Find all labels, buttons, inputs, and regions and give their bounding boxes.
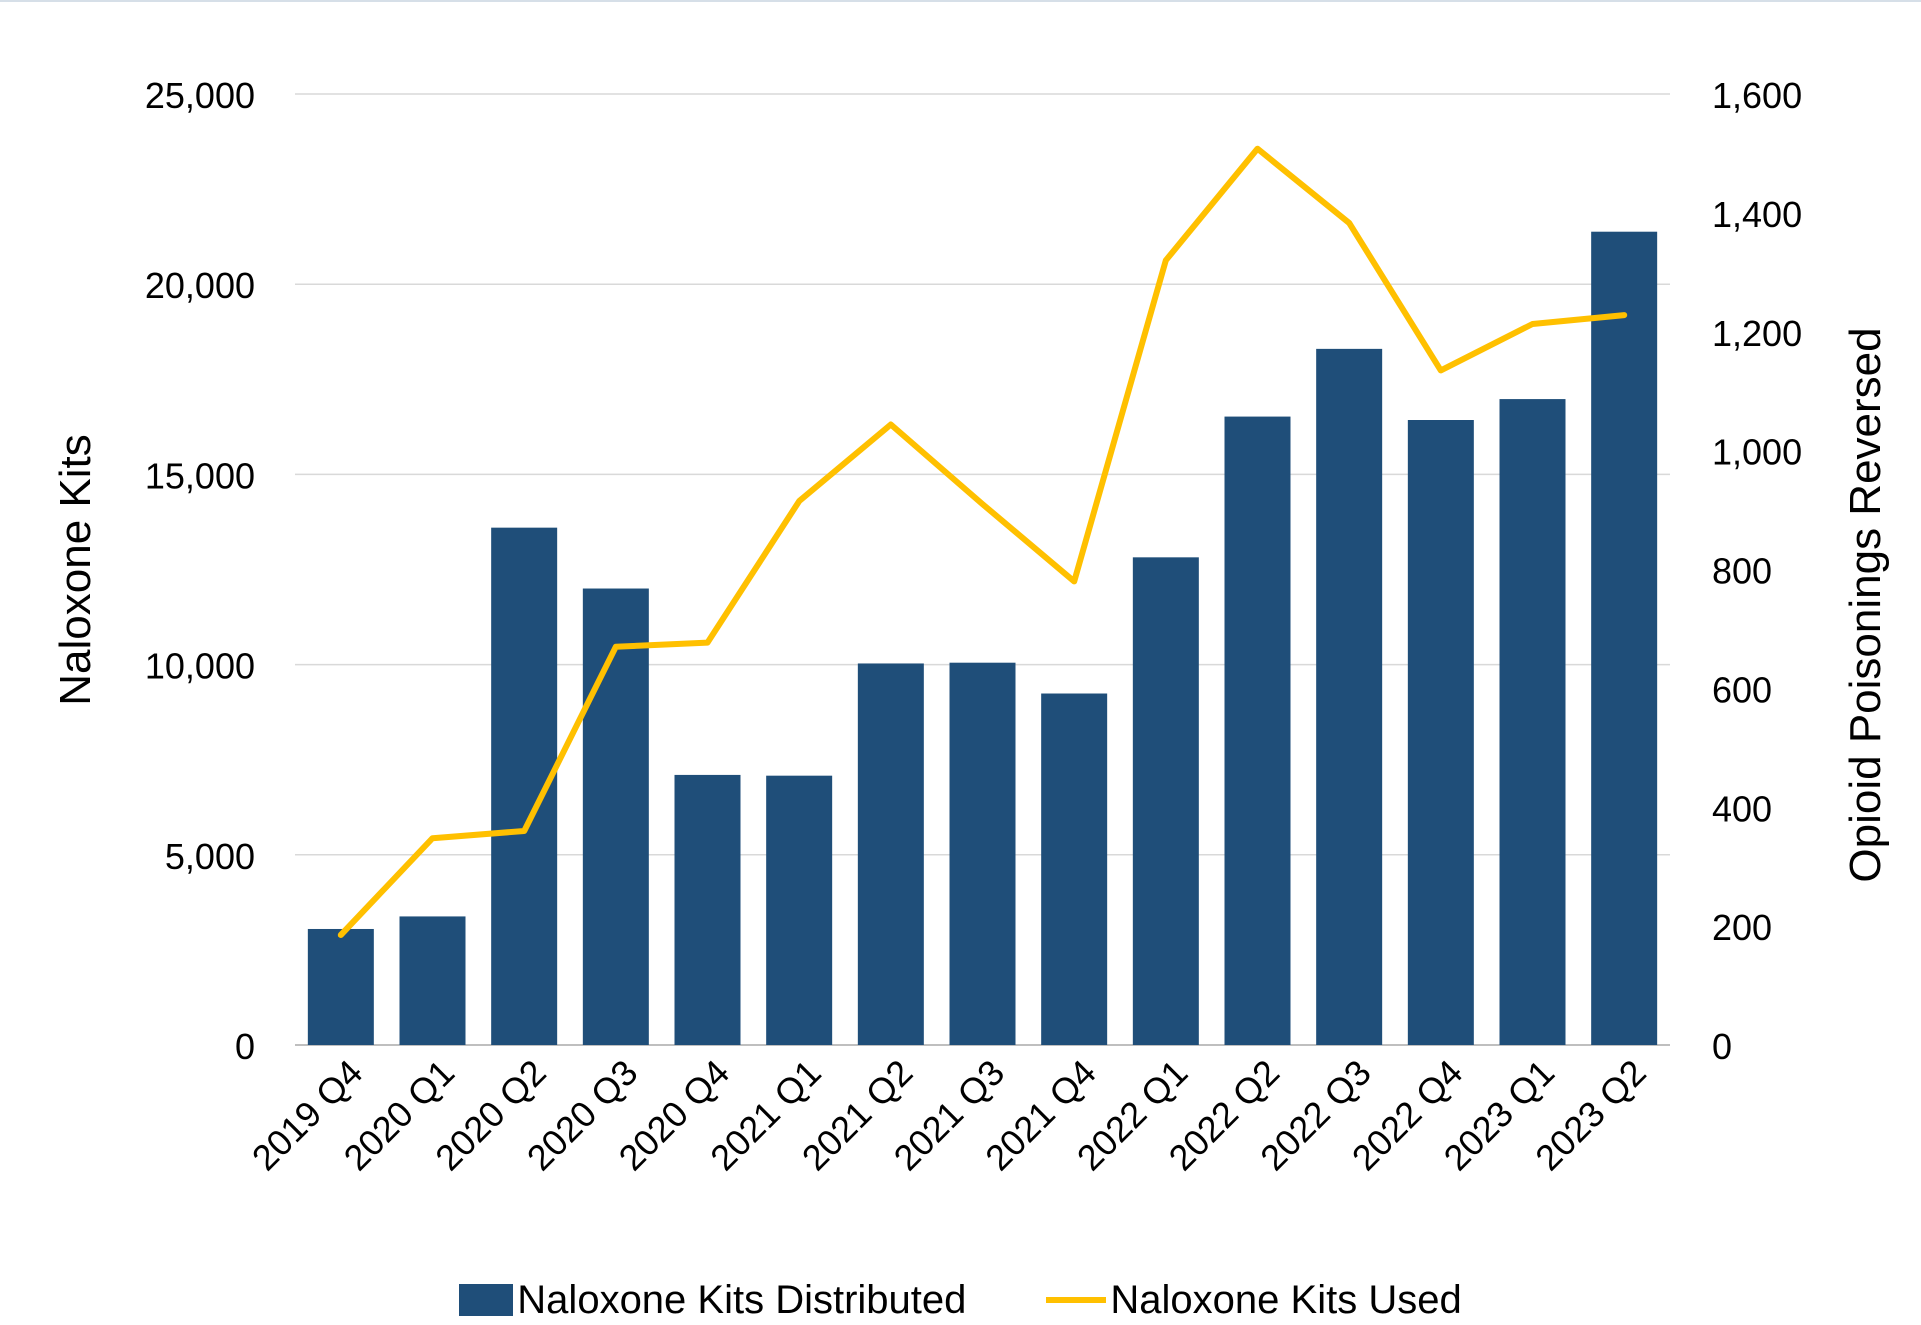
legend-label-bars: Naloxone Kits Distributed bbox=[517, 1277, 967, 1322]
y-tick-label: 10,000 bbox=[145, 646, 255, 687]
line-point bbox=[890, 423, 892, 425]
line-point bbox=[982, 503, 983, 505]
line-point bbox=[1623, 314, 1625, 316]
bar bbox=[857, 663, 924, 1045]
line-point bbox=[432, 837, 433, 839]
y2-tick-label: 1,600 bbox=[1712, 75, 1802, 116]
y2-tick-label: 1,400 bbox=[1712, 194, 1802, 235]
bar bbox=[1407, 420, 1474, 1045]
chart-legend: Naloxone Kits Distributed Naloxone Kits … bbox=[0, 1278, 1921, 1322]
y2-tick-label: 400 bbox=[1712, 788, 1772, 829]
bar bbox=[674, 774, 741, 1045]
y2-tick-label: 200 bbox=[1712, 907, 1772, 948]
line-point bbox=[798, 500, 800, 502]
left-axis-title: Naloxone Kits bbox=[51, 434, 100, 705]
legend-label-line: Naloxone Kits Used bbox=[1110, 1277, 1462, 1322]
line-point bbox=[1165, 259, 1167, 261]
bar bbox=[1316, 348, 1383, 1045]
bar bbox=[766, 775, 833, 1045]
bar bbox=[582, 588, 649, 1045]
left-axis-ticks: 0 5,000 10,000 15,000 20,000 25,000 bbox=[145, 75, 255, 1067]
bar bbox=[1132, 557, 1199, 1045]
y2-tick-label: 800 bbox=[1712, 551, 1772, 592]
bar bbox=[949, 662, 1016, 1045]
bar bbox=[1224, 416, 1291, 1045]
y2-tick-label: 1,000 bbox=[1712, 432, 1802, 473]
line-point bbox=[707, 642, 708, 644]
y-tick-label: 15,000 bbox=[145, 455, 255, 496]
y2-tick-label: 1,200 bbox=[1712, 313, 1802, 354]
bar bbox=[1499, 399, 1566, 1045]
legend-swatch-line bbox=[1046, 1297, 1107, 1303]
y-tick-label: 20,000 bbox=[145, 265, 255, 306]
right-axis-ticks: 0 200 400 600 800 1,000 1,200 1,400 1,600 bbox=[1712, 75, 1802, 1067]
bar bbox=[399, 916, 466, 1045]
line-point bbox=[615, 646, 617, 648]
y-tick-label: 25,000 bbox=[145, 75, 255, 116]
combo-chart: 0 5,000 10,000 15,000 20,000 25,000 0 200 400 60… bbox=[51, 75, 1890, 1179]
line-point bbox=[523, 830, 525, 832]
bar bbox=[307, 928, 374, 1045]
line-point bbox=[1440, 369, 1442, 371]
line-point bbox=[1257, 148, 1258, 150]
legend-item-bars: Naloxone Kits Distributed bbox=[459, 1278, 966, 1323]
legend-swatch-bar bbox=[459, 1284, 514, 1316]
y2-tick-label: 0 bbox=[1712, 1026, 1732, 1067]
line-point bbox=[1348, 222, 1350, 224]
legend-item-line: Naloxone Kits Used bbox=[1046, 1277, 1462, 1323]
top-divider bbox=[0, 0, 1921, 2]
bar-series bbox=[307, 231, 1658, 1045]
right-axis-title: Opioid Poisonings Reversed bbox=[1841, 327, 1890, 882]
bar bbox=[1041, 693, 1108, 1045]
y2-tick-label: 600 bbox=[1712, 669, 1772, 710]
y-tick-label: 0 bbox=[235, 1026, 255, 1067]
line-point bbox=[1073, 580, 1075, 582]
bar bbox=[1591, 231, 1658, 1045]
y-tick-label: 5,000 bbox=[165, 836, 255, 877]
line-point bbox=[340, 934, 342, 936]
line-point bbox=[1532, 323, 1533, 325]
line-series bbox=[337, 145, 1628, 938]
